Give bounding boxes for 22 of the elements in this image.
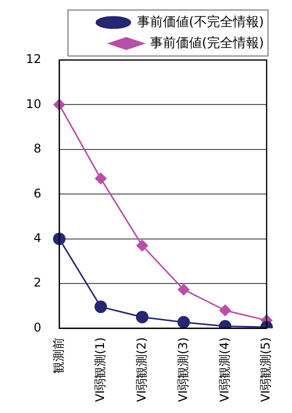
y-tick-label: 4 [34, 230, 42, 245]
y-tick-label: 6 [34, 186, 42, 200]
x-tick-label: 観測前 [51, 337, 66, 374]
x-tick-label: VI弱観測(2) [134, 337, 148, 402]
y-tick-label: 10 [26, 96, 42, 111]
point [136, 310, 148, 324]
legend-label: 事前価値(完全情報) [150, 34, 264, 51]
x-tick-label: VI弱観測(4) [217, 337, 232, 402]
x-tick-label: VI弱観測(3) [176, 337, 190, 402]
y-tick-label: 8 [34, 142, 42, 156]
y-tick-label: 0 [34, 320, 42, 334]
point [94, 300, 107, 314]
point [178, 284, 190, 296]
legend-label: 事前価値(不完全情報) [136, 14, 264, 30]
y-tick-label: 2 [34, 276, 42, 290]
point [177, 316, 190, 328]
point [219, 304, 231, 316]
point [94, 172, 106, 184]
y-tick-label: 12 [26, 52, 42, 66]
point [136, 240, 148, 252]
x-tick-label: VI弱観測(5) [258, 337, 273, 402]
x-tick-label: VI弱観測(1) [92, 337, 107, 402]
